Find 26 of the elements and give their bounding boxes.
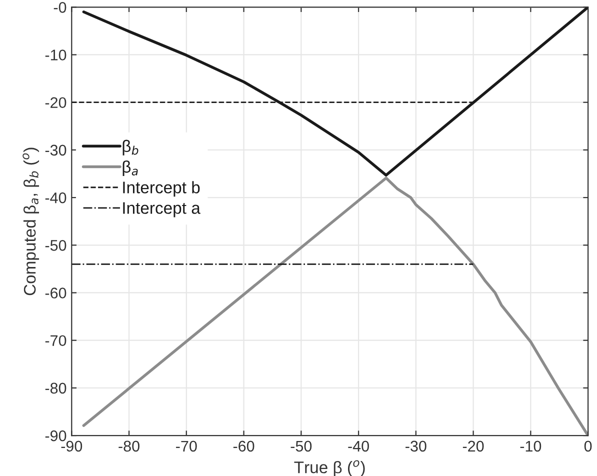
x-tick-label: -40 <box>348 440 369 452</box>
y-tick-label: -10 <box>45 50 66 60</box>
x-tick-label: -50 <box>290 440 312 452</box>
x-tick-label: -60 <box>233 440 254 452</box>
legend-label: β$_{a}$ <box>122 160 138 176</box>
x-tick-label: -10 <box>520 440 542 452</box>
line-series <box>82 176 588 436</box>
y-tick-label: -80 <box>45 382 66 394</box>
y-tick-label: -60 <box>45 288 66 298</box>
x-tick-label: -90 <box>61 440 82 452</box>
y-axis-title: Computed β$_{a}$, β$_{b}$ ($^{o}$) <box>22 148 40 296</box>
x-tick-label: -70 <box>176 440 197 452</box>
legend-label: Intercept a <box>123 202 200 218</box>
y-tick-label: -70 <box>45 335 66 346</box>
legend-label: Intercept b <box>123 181 200 197</box>
y-tick-label: -20 <box>45 97 66 108</box>
x-tick-label: -30 <box>406 440 426 452</box>
y-tick-label: -50 <box>45 240 66 251</box>
y-tick-label: -40 <box>45 192 66 204</box>
y-tick-label: -30 <box>45 144 66 156</box>
y-tick-label: -90 <box>45 430 66 442</box>
y-tick-label: -0 <box>54 2 66 13</box>
x-tick-label: 0 <box>584 440 592 452</box>
x-tick-label: -20 <box>462 440 484 452</box>
x-tick-label: -80 <box>118 440 140 452</box>
legend-label: β$_{b}$ <box>122 140 138 156</box>
